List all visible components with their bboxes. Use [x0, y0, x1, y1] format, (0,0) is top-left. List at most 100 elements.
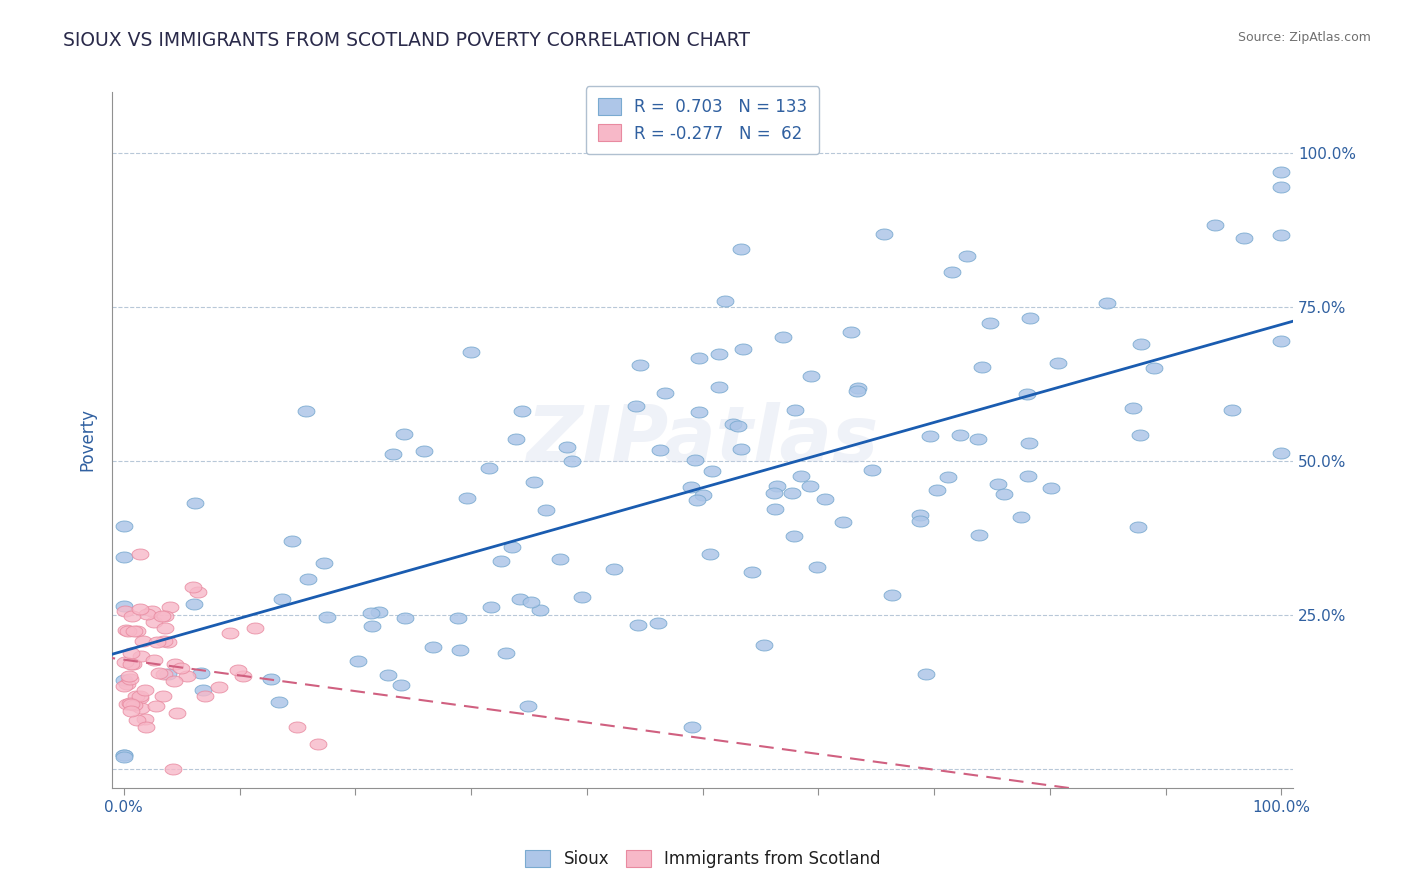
Point	[683, 453, 706, 467]
Point	[118, 672, 141, 686]
Point	[187, 584, 209, 599]
Point	[307, 737, 329, 751]
Point	[114, 604, 136, 618]
Point	[501, 541, 523, 555]
Point	[516, 699, 538, 714]
Point	[780, 486, 803, 500]
Point	[134, 682, 156, 697]
Point	[360, 619, 382, 633]
Point	[142, 615, 165, 630]
Point	[512, 404, 534, 418]
Point	[184, 496, 207, 510]
Point	[447, 611, 470, 625]
Point	[529, 603, 551, 617]
Point	[1270, 334, 1292, 349]
Point	[449, 643, 471, 657]
Point	[128, 602, 150, 616]
Point	[114, 655, 136, 669]
Point	[846, 381, 869, 395]
Point	[941, 265, 963, 279]
Point	[571, 590, 593, 604]
Point	[1128, 520, 1150, 534]
Point	[136, 607, 159, 621]
Point	[191, 683, 214, 698]
Point	[920, 429, 942, 443]
Point	[688, 405, 710, 419]
Point	[118, 697, 141, 711]
Point	[122, 624, 145, 638]
Point	[477, 461, 499, 475]
Point	[112, 518, 135, 533]
Point	[908, 508, 931, 522]
Point	[1095, 296, 1118, 310]
Legend: Sioux, Immigrants from Scotland: Sioux, Immigrants from Scotland	[519, 843, 887, 875]
Point	[162, 762, 184, 776]
Point	[460, 344, 482, 359]
Point	[1018, 436, 1040, 450]
Point	[267, 695, 290, 709]
Point	[993, 487, 1015, 501]
Point	[121, 609, 143, 624]
Point	[114, 623, 136, 637]
Point	[714, 294, 737, 309]
Point	[479, 600, 502, 615]
Point	[730, 442, 752, 457]
Point	[846, 384, 869, 398]
Point	[908, 514, 931, 528]
Point	[967, 432, 990, 446]
Point	[368, 605, 391, 619]
Point	[145, 635, 167, 649]
Point	[873, 227, 896, 241]
Point	[806, 559, 828, 574]
Point	[949, 428, 972, 442]
Point	[125, 689, 148, 703]
Point	[721, 417, 744, 431]
Point	[232, 669, 254, 683]
Point	[648, 443, 671, 458]
Point	[392, 427, 415, 442]
Point	[394, 611, 416, 625]
Point	[967, 528, 990, 542]
Point	[731, 342, 754, 356]
Point	[120, 657, 142, 671]
Point	[377, 668, 399, 682]
Point	[115, 697, 138, 711]
Point	[688, 351, 710, 365]
Point	[297, 572, 319, 586]
Point	[626, 399, 648, 413]
Point	[699, 547, 721, 561]
Point	[129, 700, 152, 714]
Point	[1039, 481, 1062, 495]
Text: ZIPatlas: ZIPatlas	[526, 401, 879, 478]
Point	[489, 554, 512, 568]
Point	[789, 469, 811, 483]
Point	[152, 634, 174, 648]
Point	[602, 562, 624, 576]
Point	[814, 492, 837, 507]
Point	[112, 748, 135, 763]
Point	[117, 669, 139, 683]
Point	[627, 617, 650, 632]
Point	[129, 690, 152, 705]
Point	[316, 610, 339, 624]
Point	[1129, 428, 1152, 442]
Point	[730, 243, 752, 257]
Point	[561, 454, 583, 468]
Point	[1270, 180, 1292, 194]
Point	[505, 432, 527, 446]
Point	[1010, 510, 1032, 524]
Point	[979, 316, 1001, 330]
Point	[295, 403, 318, 417]
Text: Source: ZipAtlas.com: Source: ZipAtlas.com	[1237, 31, 1371, 45]
Point	[135, 720, 157, 734]
Point	[799, 479, 821, 493]
Point	[134, 712, 156, 726]
Point	[219, 625, 242, 640]
Point	[1143, 361, 1166, 376]
Point	[772, 330, 794, 344]
Point	[112, 549, 135, 564]
Point	[1017, 468, 1039, 483]
Point	[987, 476, 1010, 491]
Point	[159, 600, 181, 615]
Point	[495, 646, 517, 660]
